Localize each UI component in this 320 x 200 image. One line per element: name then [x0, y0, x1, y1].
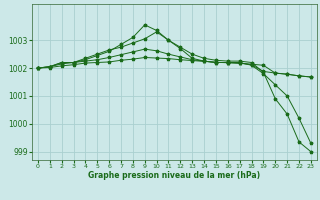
X-axis label: Graphe pression niveau de la mer (hPa): Graphe pression niveau de la mer (hPa) — [88, 171, 260, 180]
